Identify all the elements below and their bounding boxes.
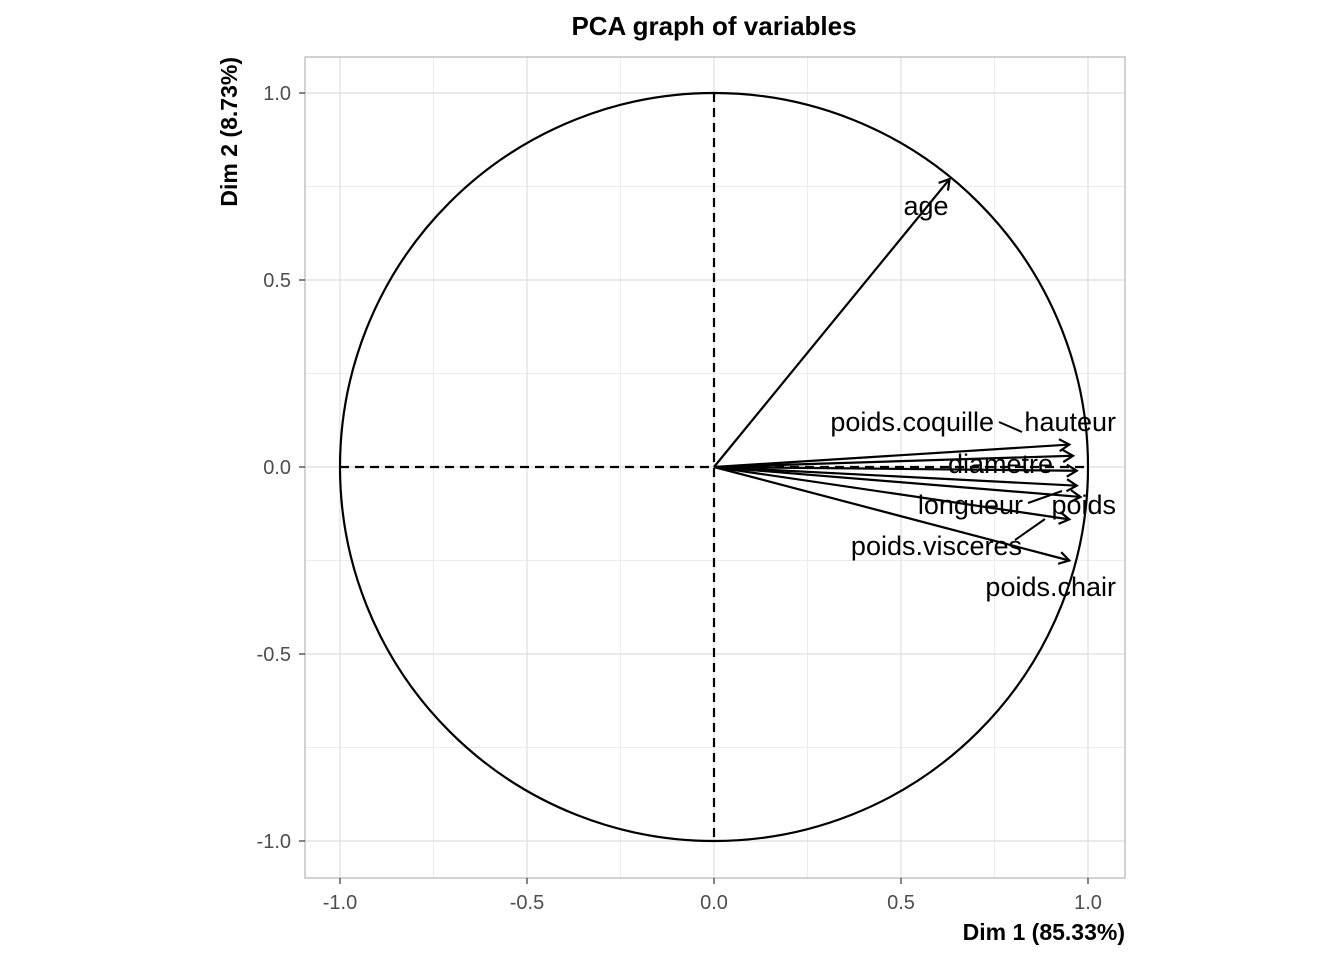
x-tick-label: 0.5 [887,892,915,914]
label-poids: poids [1051,490,1116,520]
plot-area: agepoids.coquillehauteurdiametrelongueur… [338,91,1116,843]
y-tick-label: 0.0 [263,457,291,479]
label-diametre: diametre [948,449,1053,479]
arrow-longueur [713,465,1079,493]
arrow-poids [713,465,1083,504]
arrow-age [713,177,951,468]
chart-title: PCA graph of variables [571,11,856,41]
x-tick-label: 1.0 [1074,892,1102,914]
axis-ticks: -1.0 -0.5 0.0 0.5 1.0 -1.0 -0.5 0.0 0.5 1.0 [257,83,1102,914]
x-axis-title: Dim 1 (85.33%) [963,919,1125,945]
y-tick-label: 1.0 [263,83,291,105]
x-tick-label: -0.5 [510,892,544,914]
arrow-poids-visceres [713,465,1072,525]
y-tick-label: -0.5 [257,644,291,666]
label-poids-visceres: poids.visceres [851,531,1022,561]
leader-line-poids-coquille [998,421,1023,433]
arrow-poids-coquille [713,438,1072,469]
label-age: age [903,191,948,221]
x-tick-label: 0.0 [700,892,728,914]
x-tick-label: -1.0 [323,892,357,914]
label-poids-chair: poids.chair [985,572,1116,602]
y-axis-title: Dim 2 (8.73%) [216,57,242,207]
arrow-diametre [713,463,1079,478]
label-poids-coquille: poids.coquille [830,407,994,437]
label-hauteur: hauteur [1024,407,1116,437]
leader-line-poids-visceres [1014,518,1046,541]
arrow-poids-chair [713,465,1072,565]
arrow-hauteur [713,449,1076,469]
y-tick-label: -1.0 [257,831,291,853]
leader-line-longueur [1027,490,1063,504]
y-tick-label: 0.5 [263,270,291,292]
